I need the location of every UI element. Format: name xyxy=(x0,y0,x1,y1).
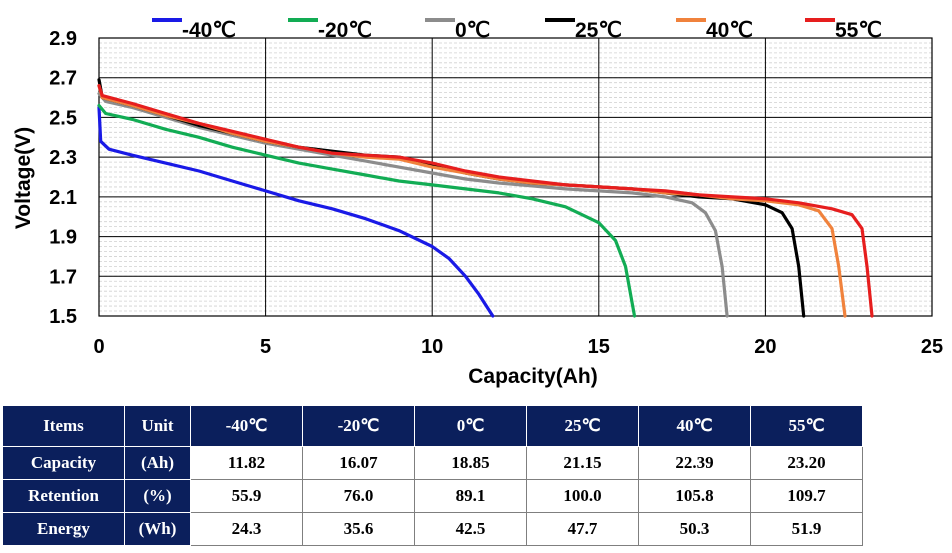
table-header-cell: 0℃ xyxy=(414,405,527,447)
table-row: Retention (%) 55.9 76.0 89.1 100.0 105.8 109.7 xyxy=(2,479,863,513)
table-cell: 35.6 xyxy=(302,512,415,546)
table-cell: 47.7 xyxy=(526,512,639,546)
x-tick-label: 20 xyxy=(754,336,776,358)
series-line xyxy=(97,92,729,318)
row-header-cell: Energy xyxy=(2,512,125,546)
table-header-cell: -20℃ xyxy=(302,405,415,447)
table-cell: 76.0 xyxy=(302,479,415,513)
y-tick-label: 2.5 xyxy=(49,107,77,129)
table-header-cell: -40℃ xyxy=(190,405,303,447)
series-lines xyxy=(97,78,874,318)
legend-label: 55℃ xyxy=(835,19,882,42)
table-header-cell: 25℃ xyxy=(526,405,639,447)
table-cell: 89.1 xyxy=(414,479,527,513)
legend-label: 0℃ xyxy=(455,19,490,42)
table-cell: 11.82 xyxy=(190,446,303,480)
table-header-cell: Unit xyxy=(124,405,191,447)
discharge-chart: 1.51.71.92.12.32.52.72.90 5 10 15 20 25 -40℃ -… xyxy=(12,18,943,388)
table-cell: 55.9 xyxy=(190,479,303,513)
table-cell: 100.0 xyxy=(526,479,639,513)
series-line xyxy=(97,103,637,318)
table-header-row: Items Unit -40℃ -20℃ 0℃ 25℃ 40℃ 55℃ xyxy=(2,405,863,447)
legend-label: -20℃ xyxy=(318,19,372,42)
row-header-cell: (Ah) xyxy=(124,446,191,480)
grid xyxy=(98,37,933,317)
row-header-cell: (Wh) xyxy=(124,512,191,546)
table-cell: 16.07 xyxy=(302,446,415,480)
y-tick-label: 1.9 xyxy=(49,227,77,249)
row-header-cell: Retention xyxy=(2,479,125,513)
y-tick-label: 2.7 xyxy=(49,68,77,90)
y-tick-label: 2.9 xyxy=(49,28,77,50)
x-tick-label: 15 xyxy=(588,336,610,358)
row-header-cell: Capacity xyxy=(2,446,125,480)
table-header-cell: Items xyxy=(2,405,125,447)
series-line xyxy=(97,78,806,318)
y-tick-label: 2.3 xyxy=(49,147,77,169)
y-axis-title: Voltage(V) xyxy=(12,127,35,229)
legend-label: 25℃ xyxy=(575,19,622,42)
table-cell: 23.20 xyxy=(750,446,863,480)
summary-table: Items Unit -40℃ -20℃ 0℃ 25℃ 40℃ 55℃ Capacity (Ah… xyxy=(2,405,863,546)
table-cell: 22.39 xyxy=(638,446,751,480)
y-tick-label: 1.5 xyxy=(49,306,77,328)
legend-label: -40℃ xyxy=(182,19,236,42)
x-tick-label: 0 xyxy=(93,336,104,358)
row-header-cell: (%) xyxy=(124,479,191,513)
x-axis-title: Capacity(Ah) xyxy=(468,365,598,388)
plot-frame xyxy=(98,37,933,317)
series-line xyxy=(97,84,874,318)
y-tick-label: 1.7 xyxy=(49,266,77,288)
table-cell: 109.7 xyxy=(750,479,863,513)
table-cell: 42.5 xyxy=(414,512,527,546)
axis-ticks: 1.5 1.7 1.9 2.1 2.3 2.5 2.7 2.9 0 5 10 15 20 25 xyxy=(49,28,943,358)
legend-label: 40℃ xyxy=(706,19,753,42)
table-cell: 51.9 xyxy=(750,512,863,546)
table-cell: 105.8 xyxy=(638,479,751,513)
table-row: Capacity (Ah) 11.82 16.07 18.85 21.15 22.39 23.… xyxy=(2,446,863,480)
table-row: Energy (Wh) 24.3 35.6 42.5 47.7 50.3 51.9 xyxy=(2,512,863,546)
y-tick-label: 2.1 xyxy=(49,187,77,209)
x-tick-label: 25 xyxy=(921,336,943,358)
table-header-cell: 55℃ xyxy=(750,405,863,447)
table-cell: 21.15 xyxy=(526,446,639,480)
x-tick-label: 10 xyxy=(421,336,443,358)
table-cell: 18.85 xyxy=(414,446,527,480)
table-cell: 24.3 xyxy=(190,512,303,546)
legend: -40℃ -20℃ 0℃ 25℃ 40℃ 55℃ xyxy=(152,18,882,42)
series-line xyxy=(97,105,495,318)
table-cell: 50.3 xyxy=(638,512,751,546)
table-header-cell: 40℃ xyxy=(638,405,751,447)
x-tick-label: 5 xyxy=(260,336,271,358)
